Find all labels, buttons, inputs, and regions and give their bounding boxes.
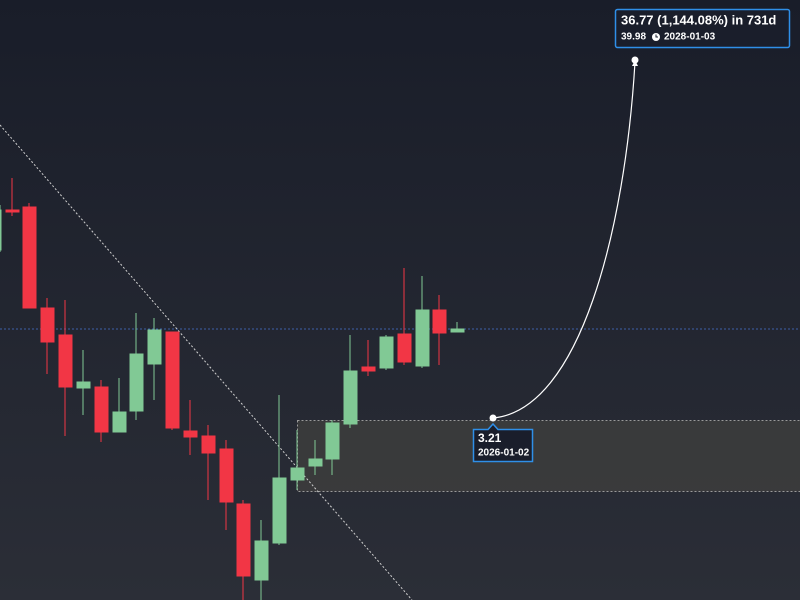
candle-body	[0, 209, 2, 251]
target-headline: 36.77 (1,144.08%) in 731d	[621, 12, 776, 27]
candle	[40, 298, 55, 374]
range-box	[297, 420, 800, 492]
candle-body	[165, 331, 180, 429]
target-value: 39.98	[621, 32, 646, 43]
candle-body	[343, 370, 358, 425]
candle-body	[201, 435, 216, 454]
clock-icon	[652, 33, 660, 41]
candle	[272, 395, 287, 545]
candle	[147, 318, 162, 400]
candle	[236, 500, 251, 600]
candle	[94, 380, 109, 442]
start-label[interactable]: 3.21 2026-01-02	[472, 422, 534, 463]
candle	[201, 425, 216, 500]
candle	[450, 322, 465, 333]
candle-body	[236, 503, 251, 577]
candle-body	[112, 411, 127, 433]
projection-curve	[492, 61, 636, 419]
candle	[254, 520, 269, 600]
candle-body	[432, 309, 447, 334]
candle	[290, 430, 305, 490]
candle-body	[290, 467, 305, 481]
candles	[0, 178, 465, 600]
target-arrow	[632, 60, 638, 66]
candle-body	[254, 540, 269, 581]
candle-body	[308, 458, 323, 467]
candle	[76, 350, 91, 415]
candle	[22, 203, 37, 309]
candle-body	[397, 333, 412, 363]
candle	[343, 335, 358, 428]
candle-body	[183, 430, 198, 438]
candle	[5, 178, 20, 216]
candle	[165, 331, 180, 430]
start-value: 3.21	[478, 431, 502, 445]
candle-body	[361, 366, 376, 372]
candle	[379, 335, 394, 370]
candle-body	[219, 448, 234, 503]
candle-body	[76, 381, 91, 389]
candle-body	[147, 329, 162, 365]
target-date: 2028-01-03	[664, 32, 716, 43]
candle-body	[40, 307, 55, 343]
candle-body	[450, 328, 465, 333]
candle-body	[129, 353, 144, 412]
clock-part	[655, 34, 658, 38]
candle-body	[94, 386, 109, 433]
candle	[397, 268, 412, 365]
candle	[308, 440, 323, 475]
start-point[interactable]	[489, 414, 497, 422]
start-date: 2026-01-02	[478, 448, 530, 459]
target-label[interactable]: 36.77 (1,144.08%) in 731d 39.98 2028-01-…	[614, 8, 791, 49]
candle-body	[415, 309, 430, 367]
candle-body	[325, 422, 340, 460]
candle-body	[5, 209, 20, 213]
candle-body	[272, 477, 287, 544]
candle	[361, 340, 376, 376]
candle	[112, 378, 127, 433]
candle	[183, 400, 198, 455]
label-box	[472, 422, 534, 463]
candle	[0, 205, 2, 252]
candle	[58, 300, 73, 436]
candle	[129, 313, 144, 420]
candle	[432, 295, 447, 365]
candle-body	[379, 336, 394, 369]
candle	[325, 420, 340, 475]
candle-body	[58, 334, 73, 388]
candle-body	[22, 206, 37, 309]
trend-line	[0, 124, 413, 600]
candle	[219, 440, 234, 530]
candle	[415, 276, 430, 368]
